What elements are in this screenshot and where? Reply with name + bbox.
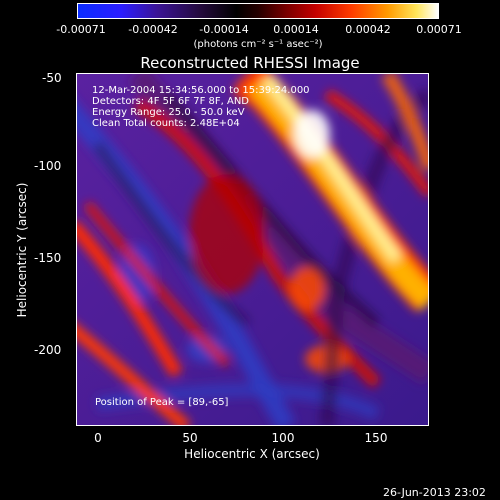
annotation-line: 12-Mar-2004 15:34:56.000 to 15:39:24.000 [92,85,310,96]
y-tick-label: -150 [34,251,62,265]
reconstructed-image [77,74,428,425]
x-tick-label: 0 [94,431,102,445]
image-title: Reconstructed RHESSI Image [140,54,360,72]
colorbar-tick-labels: -0.00071 -0.00042 -0.00014 0.00014 0.000… [0,23,500,43]
generation-timestamp: 26-Jun-2013 23:02 [383,486,486,499]
y-axis-label: Heliocentric Y (arcsec) [15,182,29,318]
y-tick-label: -100 [34,159,62,173]
annotation-line: Clean Total counts: 2.48E+04 [92,118,240,129]
annotation-line: Detectors: 4F 5F 6F 7F 8F, AND [92,96,249,107]
emission-structures [77,74,428,425]
colorbar-unit-label: (photons cm⁻² s⁻¹ asec⁻²) [193,39,323,50]
colorbar-tick: -0.00014 [199,23,249,36]
colorbar-tick: 0.00042 [345,23,391,36]
peak-position-label: Position of Peak = [89,-65] [95,397,229,408]
y-tick-label: -200 [34,343,62,357]
x-tick-label: 150 [364,431,388,445]
colorbar-tick: 0.00014 [273,23,319,36]
colorbar [77,3,439,19]
x-tick-label: 100 [271,431,295,445]
x-tick-label: 50 [182,431,198,445]
colorbar-tick: -0.00042 [128,23,178,36]
colorbar-tick: -0.00071 [56,23,106,36]
image-frame [76,73,429,426]
observation-annotation: 12-Mar-2004 15:34:56.000 to 15:39:24.000… [92,85,310,129]
x-axis-label: Heliocentric X (arcsec) [184,447,320,461]
annotation-line: Energy Range: 25.0 - 50.0 keV [92,107,245,118]
y-tick-label: -50 [42,71,62,85]
colorbar-tick: 0.00071 [416,23,462,36]
